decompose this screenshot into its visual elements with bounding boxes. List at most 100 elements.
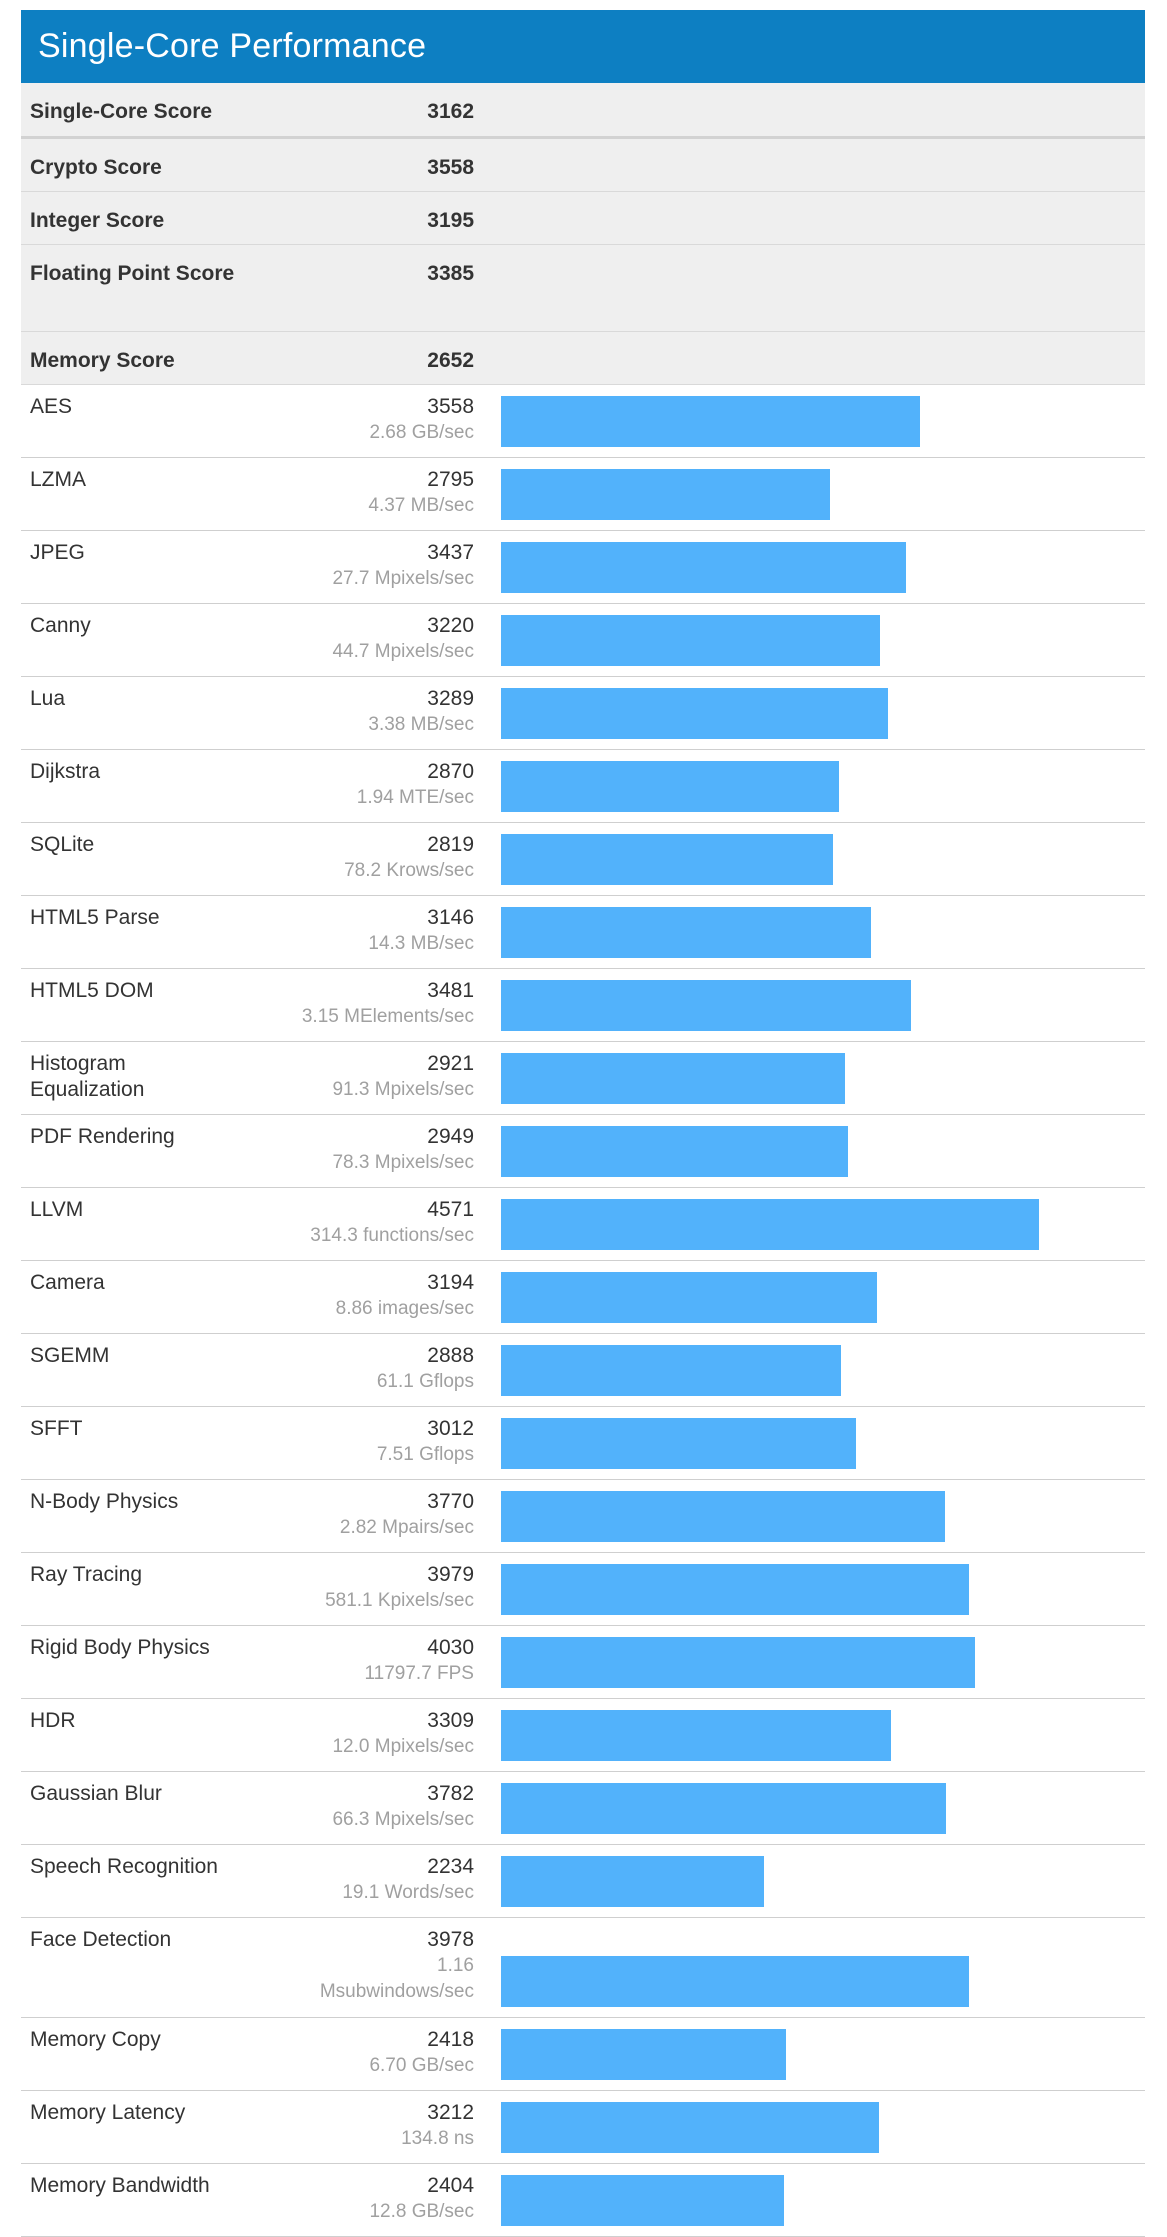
benchmark-bar — [501, 1637, 975, 1688]
benchmark-score: 3012 — [427, 1417, 474, 1440]
benchmark-name: Histogram Equalization — [30, 1052, 145, 1102]
benchmark-rate: 4.37 MB/sec — [368, 495, 474, 517]
benchmark-values: 2888 61.1 Gflops — [241, 1334, 483, 1406]
benchmark-score: 2870 — [427, 760, 474, 783]
benchmark-name: Canny — [30, 614, 91, 637]
benchmark-values: 2795 4.37 MB/sec — [241, 458, 483, 530]
benchmark-score: 2819 — [427, 833, 474, 856]
benchmark-bar-track — [483, 1772, 1145, 1844]
benchmark-bar-track — [483, 2018, 1145, 2090]
benchmark-name: N-Body Physics — [30, 1490, 179, 1513]
benchmark-rate: 1.16 Msubwindows/sec — [319, 1955, 474, 2002]
benchmark-name: LLVM — [30, 1198, 84, 1221]
benchmark-rate: 2.82 Mpairs/sec — [339, 1517, 474, 1539]
benchmark-name: Memory Bandwidth — [30, 2174, 210, 2197]
benchmark-score: 3309 — [427, 1709, 474, 1732]
benchmark-rate: 78.3 Mpixels/sec — [332, 1152, 474, 1174]
benchmark-row: Ray Tracing 3979 581.1 Kpixels/sec — [21, 1553, 1145, 1626]
benchmark-values: 3146 14.3 MB/sec — [241, 896, 483, 968]
benchmark-rate: 66.3 Mpixels/sec — [332, 1809, 474, 1831]
benchmark-values: 3437 27.7 Mpixels/sec — [241, 531, 483, 603]
benchmark-name: SQLite — [30, 833, 95, 856]
benchmark-bar — [501, 834, 833, 885]
benchmark-bar — [501, 1345, 841, 1396]
benchmark-rate: 3.15 MElements/sec — [301, 1006, 474, 1028]
benchmark-score: 3289 — [427, 687, 474, 710]
benchmark-values: 4030 11797.7 FPS — [241, 1626, 483, 1698]
benchmark-rate: 12.0 Mpixels/sec — [332, 1736, 474, 1758]
benchmark-bar-track — [483, 1261, 1145, 1333]
summary-label: Memory Score — [30, 349, 175, 372]
benchmark-bar — [501, 1783, 946, 1834]
benchmark-row: Memory Copy 2418 6.70 GB/sec — [21, 2018, 1145, 2091]
summary-score: 3385 — [427, 262, 474, 285]
benchmark-row: LZMA 2795 4.37 MB/sec — [21, 458, 1145, 531]
benchmark-values: 3212 134.8 ns — [241, 2091, 483, 2163]
benchmark-bar — [501, 469, 830, 520]
benchmark-bar — [501, 1710, 891, 1761]
benchmark-row: AES 3558 2.68 GB/sec — [21, 385, 1145, 458]
benchmark-row: HTML5 DOM 3481 3.15 MElements/sec — [21, 969, 1145, 1042]
benchmark-list: AES 3558 2.68 GB/sec LZMA 2795 4.37 MB/sec JPE… — [21, 385, 1145, 2237]
benchmark-bar-track — [483, 896, 1145, 968]
benchmark-bar — [501, 1418, 856, 1469]
benchmark-bar-track — [483, 1188, 1145, 1260]
benchmark-bar — [501, 907, 871, 958]
benchmark-name: Dijkstra — [30, 760, 101, 783]
benchmark-bar — [501, 1956, 969, 2007]
benchmark-name: SGEMM — [30, 1344, 110, 1367]
benchmark-rate: 11797.7 FPS — [364, 1663, 474, 1685]
benchmark-values: 3289 3.38 MB/sec — [241, 677, 483, 749]
summary-row-crypto: Crypto Score 3558 — [21, 139, 1145, 192]
benchmark-name: Camera — [30, 1271, 105, 1294]
benchmark-score: 2795 — [427, 468, 474, 491]
benchmark-name: JPEG — [30, 541, 85, 564]
benchmark-bar — [501, 2029, 786, 2080]
benchmark-name: Speech Recognition — [30, 1855, 218, 1878]
benchmark-bar — [501, 2102, 879, 2153]
benchmark-values: 3012 7.51 Gflops — [241, 1407, 483, 1479]
benchmark-values: 3782 66.3 Mpixels/sec — [241, 1772, 483, 1844]
benchmark-row: HTML5 Parse 3146 14.3 MB/sec — [21, 896, 1145, 969]
benchmark-row: HDR 3309 12.0 Mpixels/sec — [21, 1699, 1145, 1772]
benchmark-rate: 91.3 Mpixels/sec — [332, 1079, 474, 1101]
benchmark-bar — [501, 1564, 969, 1615]
benchmark-values: 2819 78.2 Krows/sec — [241, 823, 483, 895]
benchmark-score: 4571 — [427, 1198, 474, 1221]
benchmark-values: 3979 581.1 Kpixels/sec — [241, 1553, 483, 1625]
benchmark-score: 3978 — [427, 1928, 474, 1951]
benchmark-rate: 14.3 MB/sec — [368, 933, 474, 955]
benchmark-name: SFFT — [30, 1417, 83, 1440]
benchmark-score: 2404 — [427, 2174, 474, 2197]
benchmark-bar-track — [483, 385, 1145, 457]
benchmark-bar — [501, 1856, 764, 1907]
benchmark-name: HTML5 DOM — [30, 979, 154, 1002]
benchmark-bar-track — [483, 531, 1145, 603]
benchmark-bar — [501, 615, 880, 666]
benchmark-row: SGEMM 2888 61.1 Gflops — [21, 1334, 1145, 1407]
benchmark-score: 3220 — [427, 614, 474, 637]
summary-table: Single-Core Score 3162 Crypto Score 3558… — [21, 83, 1145, 385]
benchmark-score: 4030 — [427, 1636, 474, 1659]
benchmark-name: Memory Latency — [30, 2101, 186, 2124]
benchmark-score: 3558 — [427, 395, 474, 418]
benchmark-rate: 8.86 images/sec — [335, 1298, 474, 1320]
summary-label: Integer Score — [30, 209, 165, 232]
benchmark-values: 3194 8.86 images/sec — [241, 1261, 483, 1333]
benchmark-bar-track — [483, 2091, 1145, 2163]
benchmark-score: 3782 — [427, 1782, 474, 1805]
benchmark-bar — [501, 688, 888, 739]
benchmark-score: 2888 — [427, 1344, 474, 1367]
summary-row-floating-point: Floating Point Score 3385 — [21, 245, 1145, 332]
benchmark-rate: 44.7 Mpixels/sec — [332, 641, 474, 663]
benchmark-bar-track — [483, 458, 1145, 530]
benchmark-rate: 581.1 Kpixels/sec — [325, 1590, 474, 1612]
benchmark-bar-track — [483, 1918, 1145, 2017]
benchmark-values: 2234 19.1 Words/sec — [241, 1845, 483, 1917]
benchmark-row: Dijkstra 2870 1.94 MTE/sec — [21, 750, 1145, 823]
benchmark-row: Gaussian Blur 3782 66.3 Mpixels/sec — [21, 1772, 1145, 1845]
benchmark-values: 2404 12.8 GB/sec — [241, 2164, 483, 2236]
summary-row-memory: Memory Score 2652 — [21, 332, 1145, 385]
benchmark-bar-track — [483, 604, 1145, 676]
benchmark-score: 3979 — [427, 1563, 474, 1586]
